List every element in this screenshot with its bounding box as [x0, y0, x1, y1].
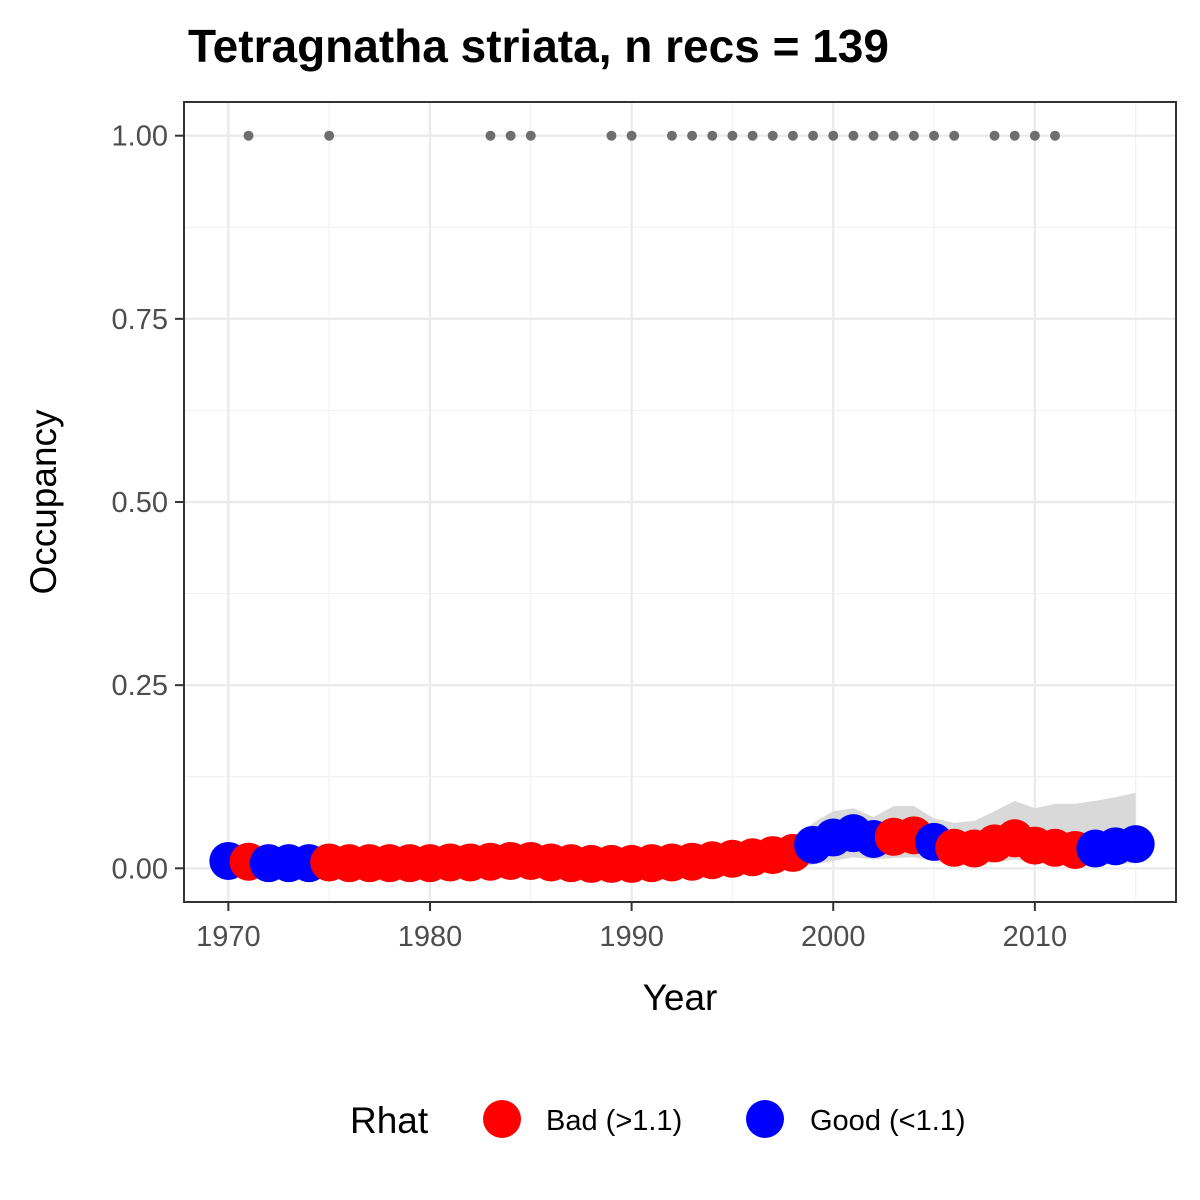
- record-point: [929, 130, 940, 141]
- y-axis-title: Occupancy: [23, 409, 64, 595]
- y-tick-label: 0.25: [112, 670, 168, 702]
- record-point: [243, 130, 254, 141]
- y-tick-label: 0.50: [112, 487, 168, 519]
- y-tick-label: 0.75: [112, 304, 168, 336]
- record-points: [243, 130, 1061, 141]
- y-tick-label: 1.00: [112, 121, 168, 153]
- record-point: [324, 130, 335, 141]
- record-point: [808, 130, 819, 141]
- y-tick-label: 0.00: [112, 853, 168, 885]
- legend-key-good: [746, 1100, 784, 1138]
- record-point: [485, 130, 496, 141]
- record-point: [949, 130, 960, 141]
- occupancy-point: [1116, 825, 1155, 864]
- legend-key-bad: [483, 1100, 521, 1138]
- record-point: [707, 130, 718, 141]
- record-point: [787, 130, 798, 141]
- record-point: [1050, 130, 1061, 141]
- x-tick-label: 2000: [801, 921, 866, 953]
- record-point: [505, 130, 516, 141]
- x-tick-label: 1990: [599, 921, 664, 953]
- record-point: [1029, 130, 1040, 141]
- x-tick-label: 1970: [196, 921, 261, 953]
- x-tick-label: 2010: [1003, 921, 1068, 953]
- x-axis-ticks: 1970 1980 1990 2000 2010: [196, 902, 1067, 953]
- record-point: [747, 130, 758, 141]
- record-point: [687, 130, 698, 141]
- occupancy-points: [209, 814, 1155, 883]
- record-point: [989, 130, 1000, 141]
- record-point: [868, 130, 879, 141]
- legend: Rhat Bad (>1.1) Good (<1.1): [350, 1100, 966, 1141]
- record-point: [666, 130, 677, 141]
- record-point: [626, 130, 637, 141]
- record-point: [525, 130, 536, 141]
- record-point: [767, 130, 778, 141]
- y-axis-ticks: 0.00 0.25 0.50 0.75 1.00: [112, 121, 184, 885]
- legend-label-good: Good (<1.1): [810, 1105, 966, 1137]
- legend-title: Rhat: [350, 1100, 429, 1141]
- x-tick-label: 1980: [398, 921, 463, 953]
- x-axis-title: Year: [643, 977, 718, 1018]
- record-point: [727, 130, 738, 141]
- legend-label-bad: Bad (>1.1): [546, 1105, 682, 1137]
- chart-title: Tetragnatha striata, n recs = 139: [188, 20, 889, 72]
- record-point: [606, 130, 617, 141]
- record-point: [828, 130, 839, 141]
- record-point: [1009, 130, 1020, 141]
- record-point: [908, 130, 919, 141]
- record-point: [848, 130, 859, 141]
- record-point: [888, 130, 899, 141]
